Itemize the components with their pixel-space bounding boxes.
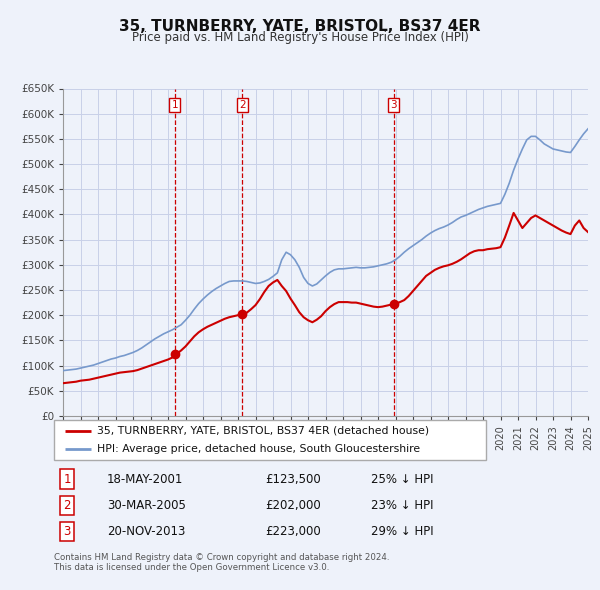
Text: 29% ↓ HPI: 29% ↓ HPI [371, 525, 433, 538]
Text: Price paid vs. HM Land Registry's House Price Index (HPI): Price paid vs. HM Land Registry's House … [131, 31, 469, 44]
Text: 25% ↓ HPI: 25% ↓ HPI [371, 473, 433, 486]
Text: 35, TURNBERRY, YATE, BRISTOL, BS37 4ER (detached house): 35, TURNBERRY, YATE, BRISTOL, BS37 4ER (… [97, 426, 430, 436]
Text: 3: 3 [64, 525, 71, 538]
Text: 2: 2 [239, 100, 245, 110]
Text: This data is licensed under the Open Government Licence v3.0.: This data is licensed under the Open Gov… [54, 563, 329, 572]
Text: 1: 1 [172, 100, 178, 110]
Text: 23% ↓ HPI: 23% ↓ HPI [371, 499, 433, 512]
Text: 35, TURNBERRY, YATE, BRISTOL, BS37 4ER: 35, TURNBERRY, YATE, BRISTOL, BS37 4ER [119, 19, 481, 34]
Text: 30-MAR-2005: 30-MAR-2005 [107, 499, 185, 512]
FancyBboxPatch shape [54, 420, 486, 460]
Text: £123,500: £123,500 [265, 473, 321, 486]
Text: £202,000: £202,000 [265, 499, 321, 512]
Text: 1: 1 [64, 473, 71, 486]
Text: Contains HM Land Registry data © Crown copyright and database right 2024.: Contains HM Land Registry data © Crown c… [54, 553, 389, 562]
Text: 18-MAY-2001: 18-MAY-2001 [107, 473, 183, 486]
Text: 3: 3 [390, 100, 397, 110]
Text: 2: 2 [64, 499, 71, 512]
Text: HPI: Average price, detached house, South Gloucestershire: HPI: Average price, detached house, Sout… [97, 444, 421, 454]
Text: 20-NOV-2013: 20-NOV-2013 [107, 525, 185, 538]
Text: £223,000: £223,000 [265, 525, 321, 538]
